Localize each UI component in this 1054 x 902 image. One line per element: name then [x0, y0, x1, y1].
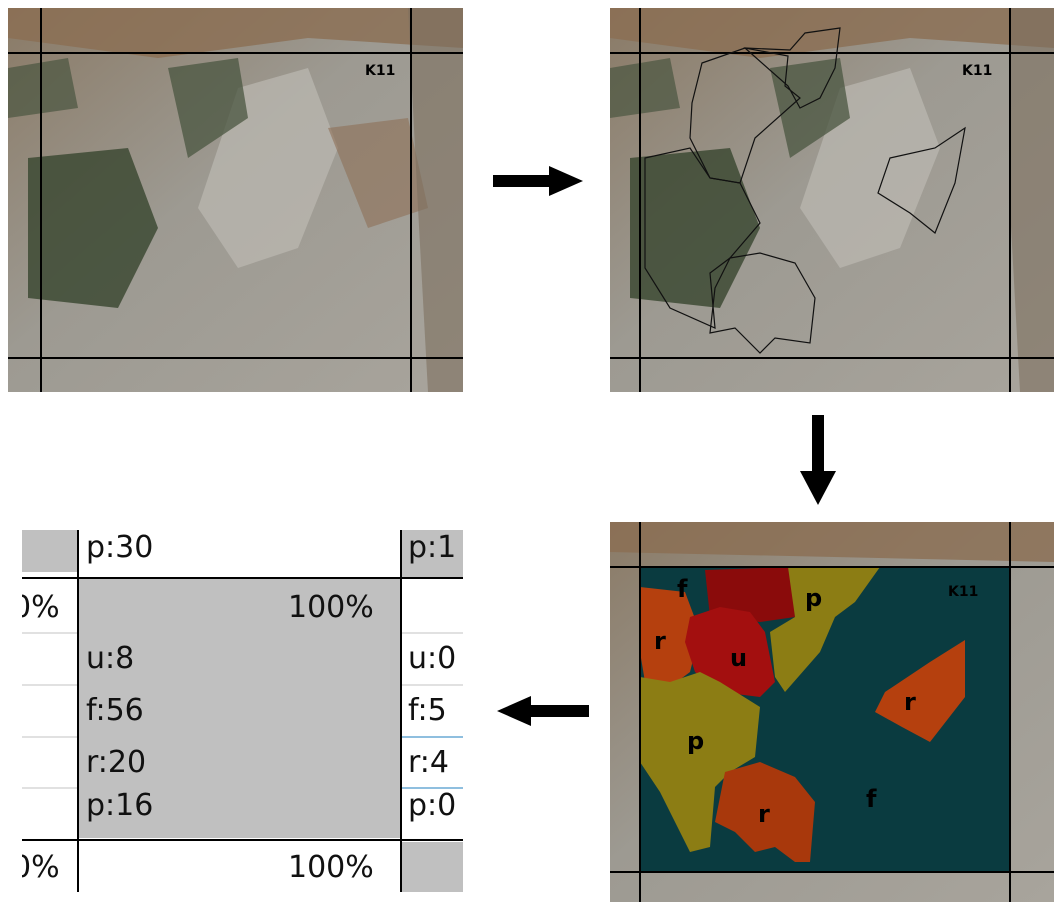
right-f-value: f:5 — [408, 693, 447, 728]
class-label-r-right: r — [904, 688, 916, 716]
satellite-image-segmented — [610, 8, 1054, 392]
class-label-p-top: p — [805, 584, 823, 612]
satellite-tile-original: K11 — [8, 8, 463, 392]
arrow-left-icon — [497, 696, 589, 726]
class-label-p: p — [687, 727, 705, 755]
class-r-region-right — [875, 640, 965, 742]
grid-lines — [22, 530, 463, 892]
statistics-grid: p:30 p:1 0% 100% u:8 f:56 r:20 p:16 u:0 … — [22, 530, 463, 892]
bottom-center-percent: 100% — [288, 850, 374, 885]
class-label-r-left: r — [654, 627, 666, 655]
class-p-region-top — [770, 567, 880, 692]
mid-center-percent: 100% — [288, 590, 374, 625]
top-right-value: p:1 — [408, 530, 457, 565]
tile-label: K11 — [365, 63, 396, 79]
class-label-r-bottom: r — [758, 800, 770, 828]
top-left-value: p:30 — [86, 530, 154, 565]
class-r-region — [715, 762, 815, 862]
classified-tile: K11 f p r u r p f r — [610, 522, 1054, 902]
center-r-value: r:20 — [86, 745, 147, 780]
tile-label: K11 — [948, 584, 979, 600]
class-label-f: f — [866, 785, 877, 813]
right-u-value: u:0 — [408, 641, 457, 676]
bottom-left-percent: 0% — [22, 850, 60, 885]
class-label-f-top: f — [677, 575, 688, 603]
class-p-region — [640, 672, 760, 852]
right-r-value: r:4 — [408, 745, 450, 780]
center-p-value: p:16 — [86, 788, 154, 823]
center-f-value: f:56 — [86, 693, 144, 728]
arrow-right-icon — [493, 166, 583, 196]
class-u-region — [685, 607, 775, 697]
right-p-value: p:0 — [408, 788, 457, 823]
class-r-region-left — [640, 587, 700, 687]
tile-label: K11 — [962, 63, 993, 79]
satellite-image — [8, 8, 463, 392]
classified-map — [610, 522, 1054, 902]
center-u-value: u:8 — [86, 641, 135, 676]
mid-left-percent: 0% — [22, 590, 60, 625]
arrow-down-icon — [800, 415, 836, 505]
class-label-u: u — [730, 644, 748, 672]
satellite-tile-segmented: K11 — [610, 8, 1054, 392]
